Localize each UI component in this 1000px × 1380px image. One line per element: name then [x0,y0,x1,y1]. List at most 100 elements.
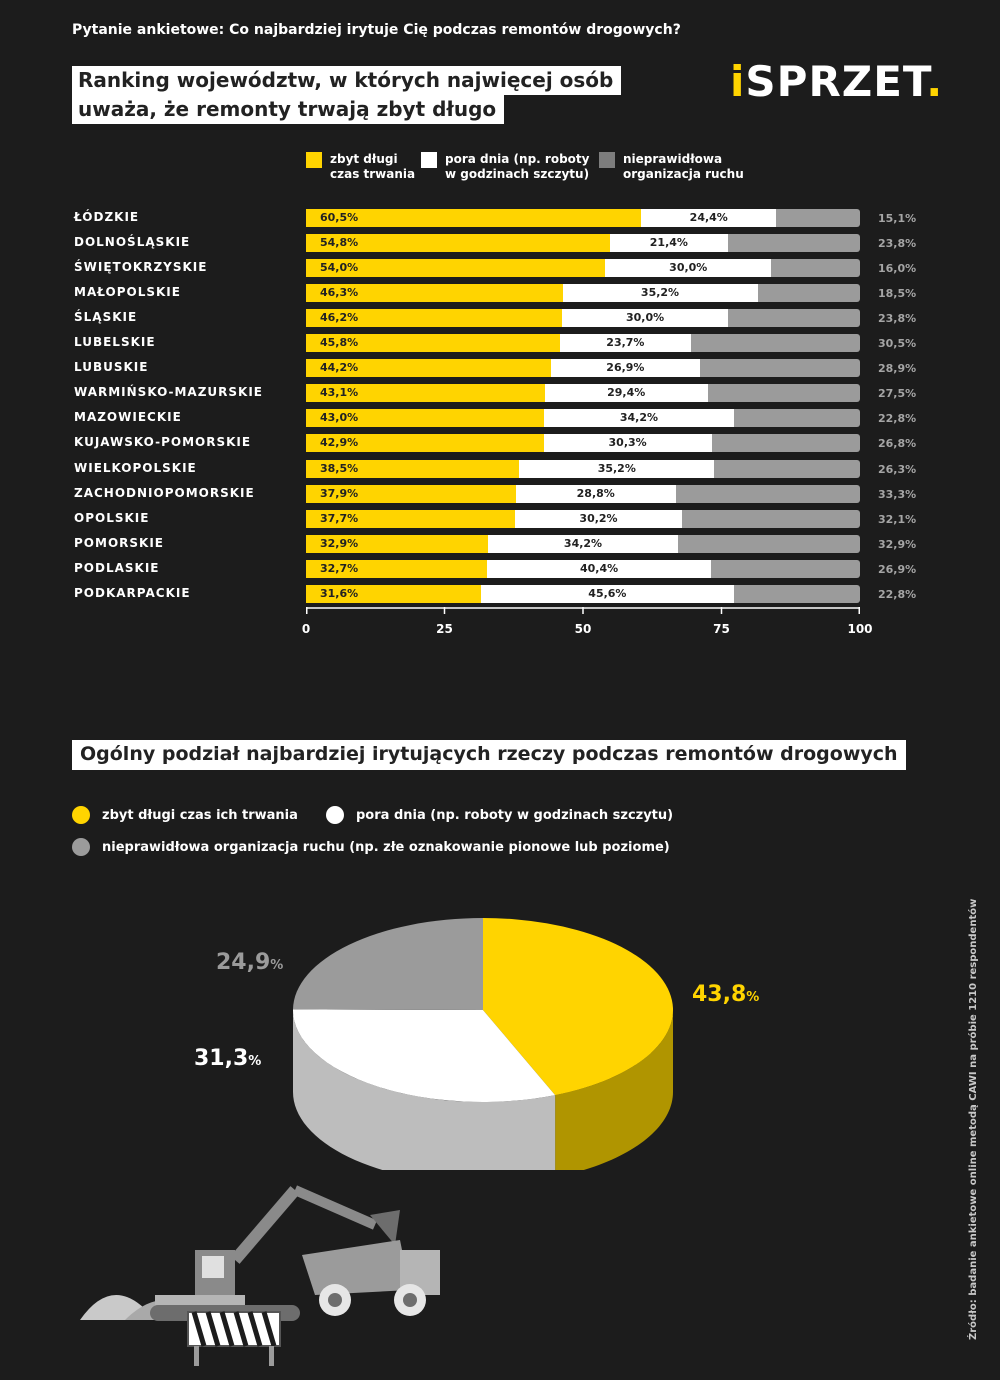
x-tick-label: 50 [574,622,592,636]
bar-gray-segment: 44,2% 26,9% [306,359,860,378]
bar-white-segment [641,209,777,227]
bar-gray-segment: 42,9% 30,3% [306,434,860,453]
bar-yellow-segment [306,434,544,453]
bar-gray-segment: 37,9% 28,8% [306,484,860,503]
bar-yellow-segment [306,309,562,328]
pie-legend-label-traffic: nieprawidłowa organizacja ruchu (np. złe… [102,839,670,855]
bar-white-segment [519,459,715,478]
bar-gray-segment: 45,8% 23,7% [306,334,860,353]
region-label: OPOLSKIE [74,510,150,525]
isprzet-logo: iSPRZET. [730,58,943,106]
region-label: MAZOWIECKIE [74,410,182,425]
construction-illustration [80,1185,440,1366]
yellow-value-label: 46,3% [320,286,359,300]
bar-white-segment [487,559,711,578]
gray-value-label: 15,1% [878,212,917,225]
bar-gray-segment: 37,7% 30,2% [306,509,860,528]
x-tick-label: 25 [436,622,453,636]
bar-gray-segment: 43,1% 29,4% [306,384,860,403]
pie-label-gray-sign: % [270,958,284,973]
bar-yellow-segment [306,584,482,603]
region-label: LUBELSKIE [74,335,156,350]
white-value-label: 40,4% [579,561,619,575]
region-label: ŁÓDZKIE [74,210,140,224]
white-value-label: 30,0% [669,261,708,275]
yellow-value-label: 60,5% [320,211,359,224]
bar-white-segment [543,434,712,453]
yellow-value-label: 43,0% [320,411,359,425]
region-label: POMORSKIE [74,535,164,550]
yellow-value-label: 31,6% [320,586,359,600]
legend-swatch-gray [599,152,615,168]
bar-row: OPOLSKIE 37,7% 30,2% 32,1% [0,509,1000,528]
region-label: KUJAWSKO-POMORSKIE [74,435,252,450]
gray-value-label: 26,3% [878,462,917,476]
white-value-label: 34,2% [619,411,659,425]
region-label: PODLASKIE [74,560,160,575]
bar-white-segment [544,384,708,403]
bar-white-segment [514,509,683,528]
legend-item-traffic: nieprawidłowa organizacja ruchu [599,152,744,182]
white-value-label: 45,6% [588,586,627,600]
white-value-label: 30,0% [625,311,665,325]
pie-legend-dot-yellow [72,806,90,824]
yellow-value-label: 46,2% [320,311,359,325]
pie-side-1 [293,1010,556,1170]
legend-label-time-of-day: pora dnia (np. roboty w godzinach szczyt… [445,152,590,181]
bar-yellow-segment [306,234,610,253]
bar-gray-segment: 54,0% 30,0% [306,259,860,278]
white-value-label: 21,4% [649,236,688,250]
bar-row: KUJAWSKO-POMORSKIE 42,9% 30,3% 26,8% [0,434,1000,453]
ranking-title-line-1: Ranking województw, w których najwięcej … [72,66,622,95]
bar-yellow-segment [306,384,545,403]
bar-white-segment [488,534,678,553]
x-axis [306,607,860,614]
white-value-label: 30,2% [579,511,618,525]
yellow-value-label: 43,1% [320,386,359,400]
pie-label-yellow-value: 43,8 [692,982,747,1007]
gray-value-label: 23,8% [878,312,917,326]
legend-swatch-yellow [306,152,322,168]
pie-legend-dot-white [326,806,344,824]
region-label: DOLNOŚLĄSKIE [74,235,191,250]
yellow-value-label: 37,9% [320,486,359,500]
bar-white-segment [605,259,772,278]
pie-legend-label-too-long: zbyt długi czas ich trwania [102,807,298,823]
gray-value-label: 16,0% [878,262,917,276]
bar-row: ZACHODNIOPOMORSKIE 37,9% 28,8% 33,3% [0,484,1000,503]
bar-yellow-segment [306,559,488,578]
pie-label-white-value: 31,3 [194,1046,249,1071]
yellow-value-label: 54,0% [320,261,359,275]
pie-slice-2 [293,918,483,1010]
gray-value-label: 22,8% [878,412,917,426]
gray-value-label: 22,8% [878,587,917,601]
white-value-label: 29,4% [607,386,646,400]
white-value-label: 30,3% [608,436,647,450]
gray-value-label: 28,9% [878,362,917,376]
region-label: LUBUSKIE [74,360,149,375]
bar-gray-segment: 38,5% 35,2% [306,459,860,478]
bar-yellow-segment [306,284,563,303]
bar-gray-segment: 32,7% 40,4% [306,559,860,578]
bar-yellow-segment [306,509,515,528]
bar-row: MAZOWIECKIE 43,0% 34,2% 22,8% [0,409,1000,428]
white-value-label: 24,4% [689,211,728,224]
region-label: ŚWIĘTOKRZYSKIE [74,260,208,275]
region-label: WIELKOPOLSKIE [74,460,197,475]
bar-yellow-segment [306,334,560,353]
bar-yellow-segment [306,259,606,278]
bar-gray-segment: 32,9% 34,2% [306,534,860,553]
source-note: Źródło: badanie ankietowe online metodą … [968,898,979,1340]
bar-white-segment [481,584,734,603]
legend-label-too-long: zbyt długi czas trwania [330,152,416,181]
bar-row: PODLASKIE 32,7% 40,4% 26,9% [0,559,1000,578]
bar-yellow-segment [306,459,520,478]
bar-yellow-segment [306,209,642,227]
white-value-label: 35,2% [597,461,636,475]
bar-row: ŁÓDZKIE 60,5% 24,4% 15,1% [0,209,1000,227]
region-label: PODKARPACKIE [74,585,191,600]
white-value-label: 28,8% [576,486,615,500]
bar-row: LUBELSKIE 45,8% 23,7% 30,5% [0,334,1000,353]
gray-value-label: 18,5% [878,287,917,301]
legend-swatch-white [421,152,437,168]
